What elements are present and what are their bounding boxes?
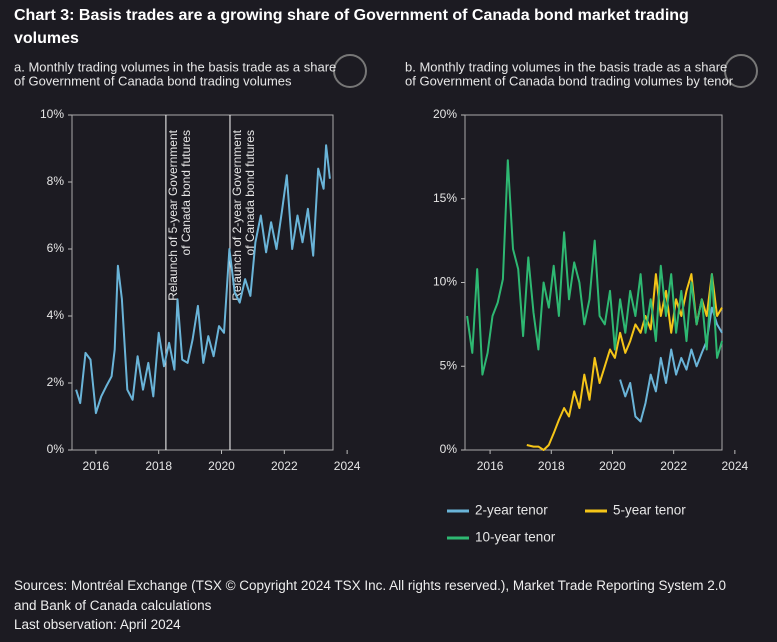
download-icon[interactable] [333, 54, 367, 88]
y-tick-label: 15% [433, 191, 457, 205]
legend-label: 2-year tenor [475, 503, 548, 518]
title: Chart 3: Basis trades are a growing shar… [14, 7, 689, 47]
y-tick-label: 4% [47, 308, 65, 322]
x-tick-label: 2018 [145, 459, 172, 473]
footer: Sources: Montréal Exchange (TSX © Copyri… [14, 576, 726, 635]
y-tick-label: 6% [47, 241, 65, 255]
x-tick-label: 2022 [660, 459, 687, 473]
y-tick-label: 2% [47, 375, 65, 389]
series-line [466, 159, 723, 376]
x-tick-label: 2020 [599, 459, 626, 473]
y-tick-label: 5% [440, 358, 458, 372]
x-tick-label: 2024 [721, 459, 748, 473]
subtitle: of Government of Canada bond trading vol… [405, 73, 734, 88]
y-tick-label: 10% [40, 107, 64, 121]
footer-line: Sources: Montréal Exchange (TSX © Copyri… [14, 578, 727, 593]
x-tick-label: 2024 [334, 459, 361, 473]
x-tick-label: 2018 [538, 459, 565, 473]
x-tick-label: 2016 [83, 459, 110, 473]
y-tick-label: 0% [47, 442, 65, 456]
legend-label: 5-year tenor [613, 503, 686, 518]
subtitle: of Government of Canada bond trading vol… [14, 73, 292, 88]
y-tick-label: 10% [433, 275, 457, 289]
annotation-text: of Canada bond futures [243, 130, 257, 255]
subtitle: a. Monthly trading volumes in the basis … [14, 59, 336, 74]
legend-label: 10-year tenor [475, 530, 556, 545]
annotation-text: Relaunch of 5-year Government [166, 129, 180, 300]
charts: a. Monthly trading volumes in the basis … [14, 54, 758, 545]
x-tick-label: 2020 [208, 459, 235, 473]
plot-frame [464, 114, 723, 451]
annotation-text: of Canada bond futures [179, 130, 193, 255]
footer-line: Last observation: April 2024 [14, 617, 181, 632]
x-tick-label: 2016 [477, 459, 504, 473]
annotation-text: Relaunch of 2-year Government [230, 129, 244, 300]
series-line [619, 306, 723, 423]
download-icon[interactable] [724, 54, 758, 88]
plot-frame [71, 114, 334, 451]
footer-line: and Bank of Canada calculations [14, 597, 212, 613]
series-line [526, 273, 723, 451]
series-line [75, 144, 331, 415]
y-tick-label: 20% [433, 107, 457, 121]
x-tick-label: 2022 [271, 459, 298, 473]
subtitle: b. Monthly trading volumes in the basis … [405, 59, 727, 74]
y-tick-label: 8% [47, 174, 65, 188]
y-tick-label: 0% [440, 442, 458, 456]
